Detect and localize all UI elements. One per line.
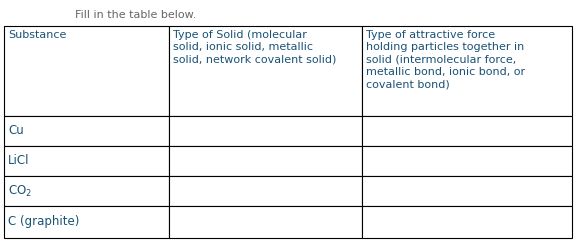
Text: Cu: Cu: [8, 124, 24, 137]
Bar: [4, 146, 169, 176]
Text: Substance: Substance: [8, 30, 66, 40]
Bar: [169, 206, 362, 238]
Bar: [362, 116, 572, 146]
Bar: [4, 206, 169, 238]
Bar: [169, 116, 362, 146]
Bar: [362, 206, 572, 238]
Text: LiCl: LiCl: [8, 154, 29, 167]
Text: Fill in the table below.: Fill in the table below.: [75, 10, 197, 20]
Text: Type of attractive force
holding particles together in
solid (intermolecular for: Type of attractive force holding particl…: [366, 30, 525, 90]
Bar: [4, 26, 169, 116]
Bar: [362, 176, 572, 206]
Text: Type of Solid (molecular
solid, ionic solid, metallic
solid, network covalent so: Type of Solid (molecular solid, ionic so…: [173, 30, 336, 65]
Bar: [4, 116, 169, 146]
Bar: [4, 176, 169, 206]
Text: C (graphite): C (graphite): [8, 215, 79, 228]
Bar: [362, 146, 572, 176]
Bar: [169, 176, 362, 206]
Bar: [362, 26, 572, 116]
Bar: [169, 146, 362, 176]
Text: CO$_2$: CO$_2$: [8, 183, 32, 198]
Bar: [169, 26, 362, 116]
